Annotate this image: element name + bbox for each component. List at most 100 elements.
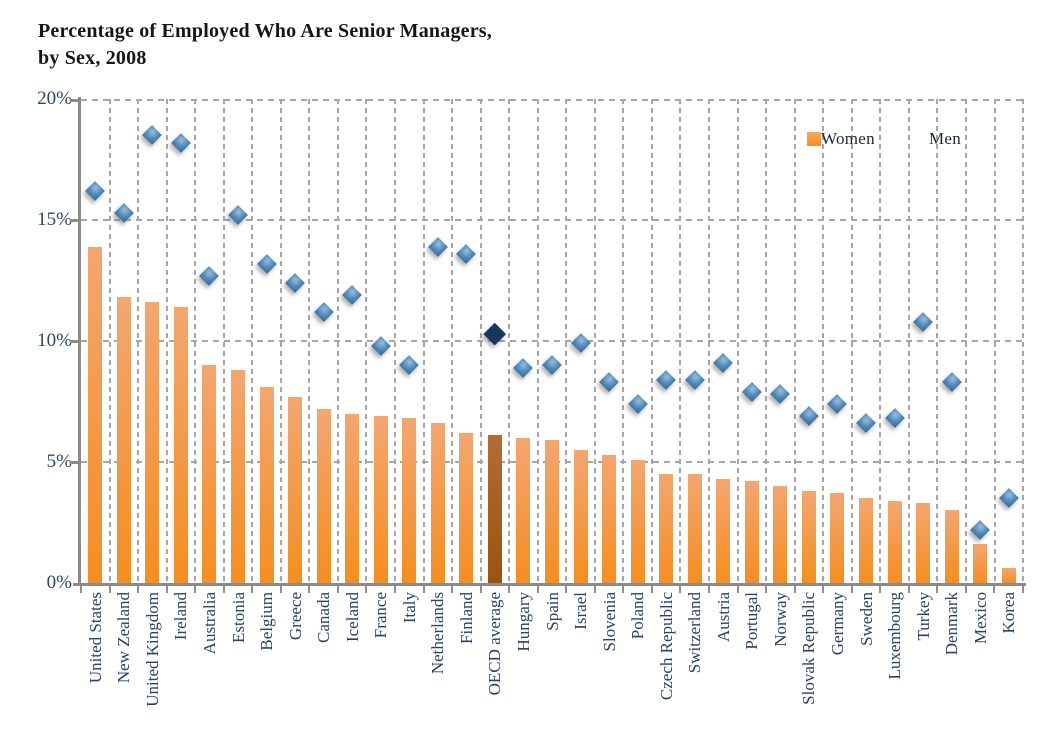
- x-axis-tick: [993, 586, 996, 593]
- vertical-gridline: [565, 99, 568, 583]
- vertical-gridline: [850, 99, 853, 583]
- diamond-shape: [427, 236, 448, 257]
- x-label-cell: Finland: [452, 592, 481, 745]
- diamond-shape: [513, 357, 534, 378]
- x-axis-label: United States: [85, 592, 105, 684]
- horizontal-gridline-20: [81, 99, 1023, 101]
- chart-column: [966, 99, 996, 583]
- men-legend-diamond-icon: [911, 131, 927, 147]
- legend-label-women: Women: [820, 129, 875, 148]
- men-marker: [770, 384, 791, 405]
- vertical-gridline: [993, 99, 996, 583]
- x-axis-tick: [336, 586, 339, 593]
- x-label-cell: Estonia: [224, 592, 253, 745]
- x-axis-label: Austria: [713, 592, 733, 643]
- x-axis-label: Greece: [285, 592, 305, 641]
- chart-column: [195, 99, 225, 583]
- y-axis-tick-label-0: 0%: [46, 572, 72, 593]
- women-bar: [801, 491, 816, 583]
- diamond-shape: [142, 125, 163, 146]
- diamond-shape: [542, 355, 562, 376]
- women-bar: [602, 454, 617, 583]
- vertical-gridline: [137, 99, 140, 583]
- x-label-cell: France: [366, 592, 395, 745]
- men-marker: [970, 519, 991, 540]
- chart-column: [852, 99, 882, 583]
- women-bar: [288, 396, 303, 583]
- x-axis-tick: [650, 586, 653, 593]
- vertical-gridline: [593, 99, 596, 583]
- x-label-cell: New Zealand: [110, 592, 139, 745]
- men-marker: [85, 181, 106, 201]
- diamond-shape: [998, 488, 1019, 509]
- men-marker: [370, 335, 391, 356]
- chart-column: [167, 99, 197, 583]
- x-axis-tick: [536, 586, 539, 593]
- diamond-shape: [770, 384, 791, 405]
- vertical-gridline: [365, 99, 368, 583]
- vertical-gridline: [508, 99, 511, 583]
- chart-column: [566, 99, 596, 583]
- chart-column: [880, 99, 910, 583]
- x-axis-label: Finland: [456, 592, 476, 644]
- vertical-gridline: [879, 99, 882, 583]
- diamond-shape: [171, 132, 191, 153]
- vertical-gridline: [964, 99, 967, 583]
- women-bar: [116, 297, 131, 583]
- chart-column: [452, 99, 482, 583]
- men-marker: [599, 372, 620, 393]
- chart-column: [623, 99, 653, 583]
- chart-column: [795, 99, 825, 583]
- x-label-cell: Greece: [281, 592, 310, 745]
- vertical-gridline: [451, 99, 454, 583]
- x-axis-label: Czech Republic: [656, 592, 676, 701]
- x-label-cell: Netherlands: [424, 592, 453, 745]
- diamond-shape: [483, 322, 506, 345]
- vertical-gridline: [251, 99, 254, 583]
- chart-column: [823, 99, 853, 583]
- vertical-gridline: [793, 99, 796, 583]
- x-axis-tick: [422, 586, 425, 593]
- vertical-gridline: [822, 99, 825, 583]
- x-axis-tick: [964, 586, 967, 593]
- x-label-cell: Czech Republic: [652, 592, 681, 745]
- men-marker: [171, 132, 191, 153]
- diamond-shape: [827, 394, 848, 414]
- x-axis-label: Turkey: [913, 592, 933, 641]
- x-axis-label: Slovak Republic: [799, 592, 819, 705]
- y-axis-tick-label-10: 10%: [37, 330, 72, 351]
- men-marker: [427, 236, 448, 257]
- x-axis-tick: [736, 586, 739, 593]
- x-axis-tick: [879, 586, 882, 593]
- chart-column: [138, 99, 168, 583]
- x-axis-label: Sweden: [856, 592, 876, 646]
- men-marker: [256, 253, 277, 274]
- x-label-cell: United Kingdom: [138, 592, 167, 745]
- x-axis-tick: [194, 586, 197, 593]
- x-axis-tick: [365, 586, 368, 593]
- x-label-cell: Portugal: [738, 592, 767, 745]
- women-bar: [516, 437, 531, 583]
- diamond-shape: [856, 413, 876, 434]
- x-axis-tick: [451, 586, 454, 593]
- oecd-average-bar: [487, 435, 502, 583]
- men-marker: [285, 273, 305, 293]
- x-axis-tick: [622, 586, 625, 593]
- diamond-shape: [456, 243, 477, 264]
- vertical-gridline: [536, 99, 539, 583]
- x-axis-label: Germany: [827, 592, 847, 656]
- women-bar: [545, 440, 560, 583]
- x-axis-tick: [393, 586, 396, 593]
- diamond-shape: [799, 406, 819, 426]
- women-bar: [231, 370, 245, 583]
- chart-column: [652, 99, 682, 583]
- horizontal-gridline-15: [81, 219, 1023, 221]
- chart-column: [595, 99, 625, 583]
- x-axis-tick: [822, 586, 825, 593]
- vertical-gridline: [108, 99, 111, 583]
- women-bar: [430, 423, 445, 583]
- women-bar: [202, 365, 217, 583]
- vertical-gridline: [165, 99, 168, 583]
- x-axis-label: Italy: [399, 592, 419, 624]
- diamond-shape: [399, 355, 420, 376]
